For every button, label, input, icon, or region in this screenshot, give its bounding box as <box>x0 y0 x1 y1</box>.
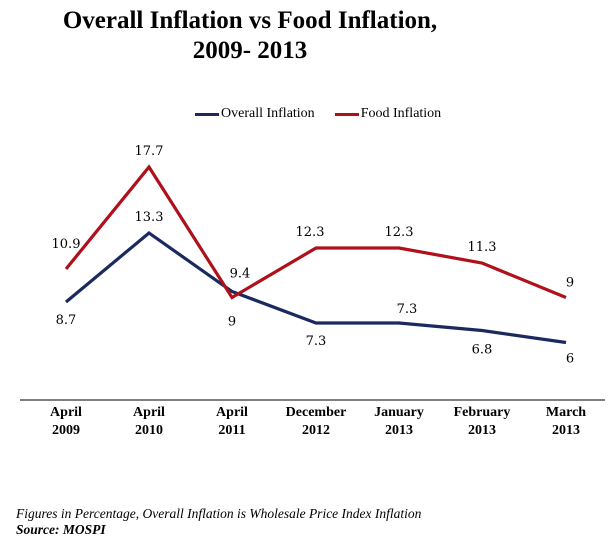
food-data-label: 11.3 <box>468 240 497 255</box>
food-data-label: 10.9 <box>52 237 81 252</box>
legend-item-food: Food Inflation <box>334 106 442 122</box>
x-tick-label: January <box>374 405 424 420</box>
overall-data-label: 6.8 <box>472 343 493 358</box>
x-tick-label: 2010 <box>135 423 163 438</box>
x-tick-label: April <box>50 405 82 420</box>
legend-label-food: Food Inflation <box>360 106 442 121</box>
chart-title-line1: Overall Inflation vs Food Inflation, <box>62 7 438 34</box>
chart-title-line2: 2009- 2013 <box>192 37 308 64</box>
overall-data-label: 13.3 <box>135 210 164 225</box>
legend: Overall Inflation Food Inflation <box>195 106 461 122</box>
food-inflation-line <box>64 164 567 300</box>
legend-label-overall: Overall Inflation <box>221 106 315 121</box>
overall-data-label: 7.3 <box>397 302 418 317</box>
food-data-label: 9 <box>566 276 574 291</box>
x-tick-label: 2013 <box>552 423 580 438</box>
x-tick-label: 2012 <box>302 423 330 438</box>
source-note: Source: MOSPI <box>16 522 106 537</box>
overall-data-label: 7.3 <box>306 334 327 349</box>
overall-data-label: 6 <box>566 352 574 367</box>
x-tick-label: March <box>546 405 586 420</box>
x-tick-label: December <box>286 405 347 420</box>
x-tick-label: 2013 <box>385 423 413 438</box>
x-tick-label: February <box>454 405 511 420</box>
legend-swatch-food <box>334 112 359 116</box>
footnote: Figures in Percentage, Overall Inflation… <box>16 506 422 521</box>
food-data-label: 17.7 <box>135 144 164 159</box>
x-tick-label: April <box>133 405 165 420</box>
x-tick-label: April <box>216 405 248 420</box>
overall-data-label: 9.4 <box>230 267 251 282</box>
overall-inflation-line <box>64 230 567 345</box>
x-tick-label: 2009 <box>52 423 80 438</box>
x-tick-label: 2013 <box>468 423 496 438</box>
x-tick-label: 2011 <box>218 423 245 438</box>
food-data-label: 12.3 <box>385 225 414 240</box>
legend-swatch-overall <box>195 112 219 116</box>
food-data-label: 12.3 <box>296 225 325 240</box>
food-data-label: 9 <box>228 315 236 330</box>
overall-data-label: 8.7 <box>56 313 77 328</box>
legend-item-overall: Overall Inflation <box>195 106 315 122</box>
